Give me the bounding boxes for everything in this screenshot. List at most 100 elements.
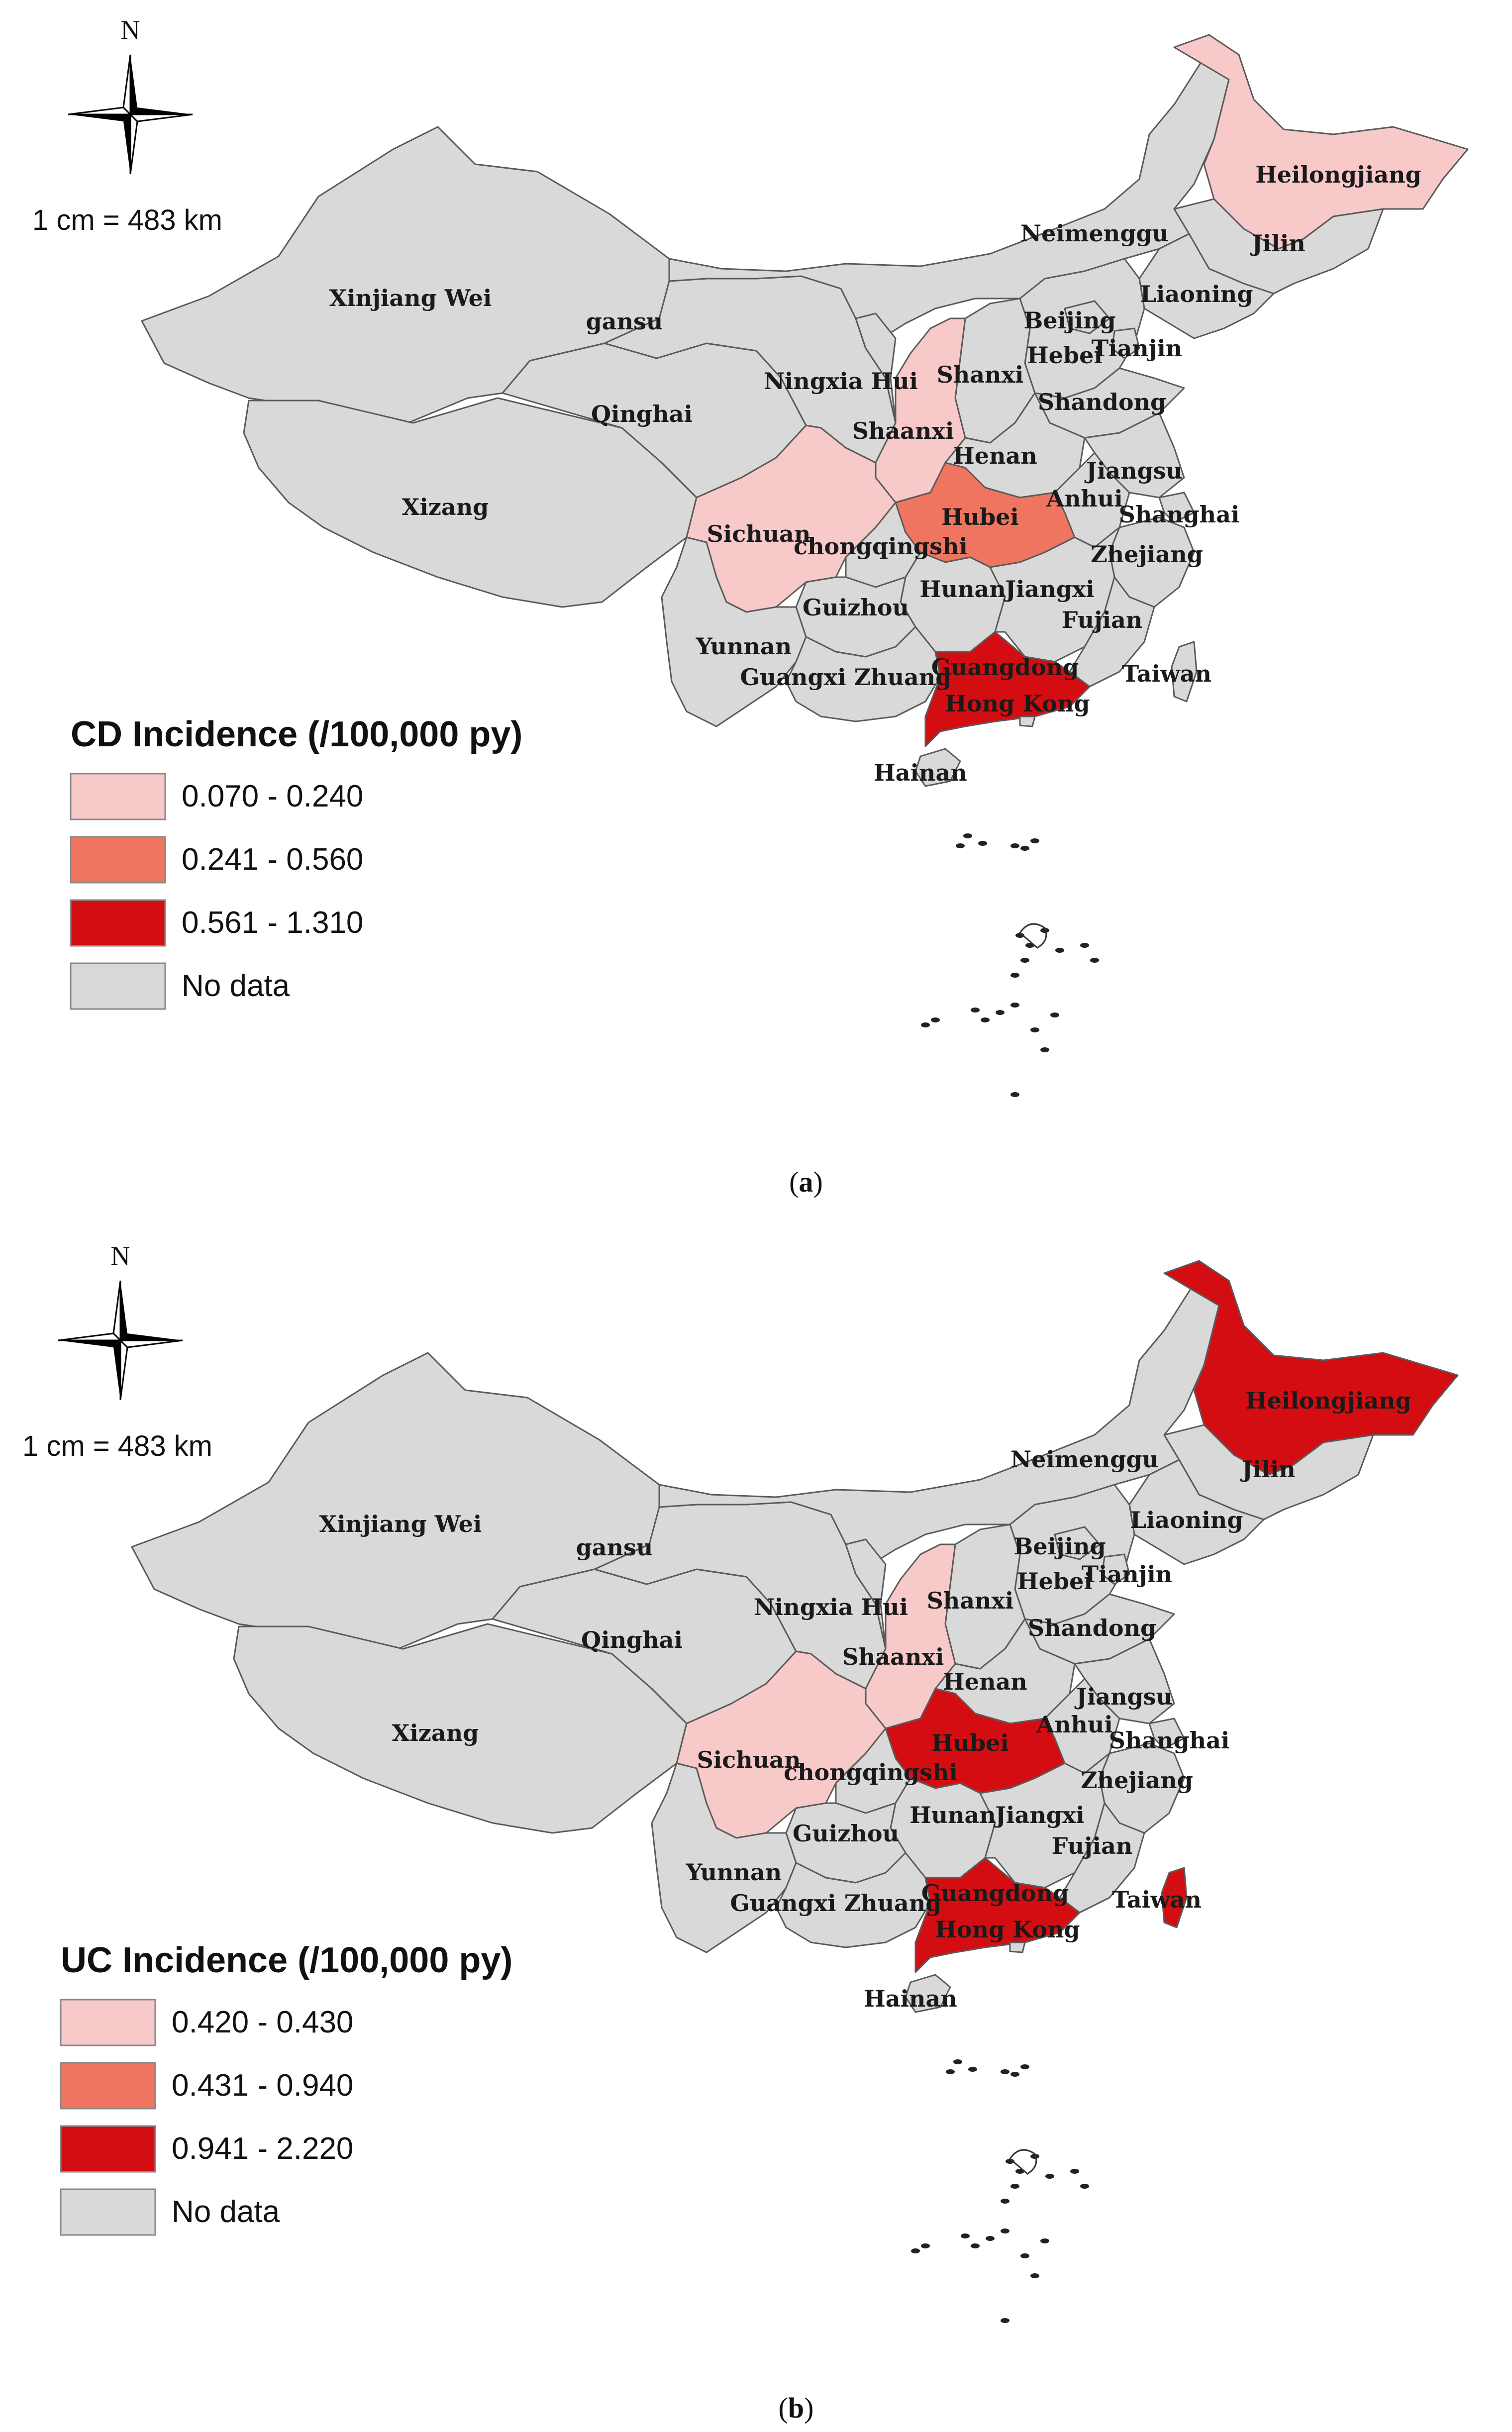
province-label-beijing: Beijing (1013, 1533, 1106, 1560)
province-hong-kong[interactable] (1009, 1941, 1026, 1953)
province-shanghai[interactable] (1148, 1718, 1185, 1749)
province-label-liaoning: Liaoning (1130, 1507, 1243, 1533)
province-label-anhui: Anhui (1036, 1711, 1113, 1738)
province-heilongjiang[interactable] (1163, 1260, 1459, 1476)
panel-caption: (b) (779, 2392, 814, 2424)
province-label-guangxi-zhuang: Guangxi Zhuang (740, 664, 952, 691)
island-mark (931, 1017, 940, 1022)
legend-swatch-class-2 (60, 2062, 156, 2110)
province-liaoning[interactable] (1138, 233, 1275, 339)
province-guangdong[interactable] (914, 1857, 1081, 1973)
province-label-heilongjiang: Heilongjiang (1245, 1387, 1411, 1414)
island-mark (961, 2233, 970, 2238)
province-label-jilin: Jilin (1250, 230, 1306, 257)
island-mark (1045, 2174, 1054, 2179)
island-mark (1040, 2238, 1049, 2243)
legend: UC Incidence (/100,000 py) 0.420 - 0.430 0… (60, 1940, 512, 2236)
north-label: N (121, 15, 140, 45)
province-label-yunnan: Yunnan (686, 1859, 782, 1886)
province-label-guizhou: Guizhou (803, 594, 909, 621)
province-label-jiangsu: Jiangsu (1084, 457, 1183, 484)
province-label-fujian: Fujian (1052, 1832, 1133, 1859)
island-mark (996, 1010, 1005, 1015)
province-ningxia-hui[interactable] (845, 1538, 887, 1650)
province-hainan[interactable] (905, 1974, 951, 2013)
province-label-qinghai: Qinghai (581, 1626, 683, 1653)
caption-letter: a (799, 1166, 813, 1198)
province-label-shandong: Shandong (1038, 389, 1166, 415)
province-yunnan[interactable] (661, 536, 807, 727)
island-mark (1050, 1013, 1059, 1017)
province-label-shanxi: Shanxi (927, 1587, 1014, 1614)
province-tianjin[interactable] (1101, 1553, 1130, 1585)
province-label-hubei: Hubei (941, 504, 1019, 530)
province-label-tianjin: Tianjin (1092, 335, 1183, 362)
island-mark (971, 1008, 980, 1013)
province-label-guangxi-zhuang: Guangxi Zhuang (730, 1890, 942, 1917)
island-mark (946, 2069, 955, 2074)
island-mark (1001, 2069, 1009, 2074)
legend-swatch-no-data (60, 2188, 156, 2236)
legend-swatch-class-1 (60, 1999, 156, 2046)
province-label-shanxi: Shanxi (937, 361, 1024, 388)
province-taiwan[interactable] (1161, 1867, 1188, 1928)
province-label-henan: Henan (953, 442, 1037, 469)
province-label-hong-kong: Hong Kong (945, 690, 1090, 717)
province-label-jiangsu: Jiangsu (1074, 1683, 1173, 1710)
north-arrow-icon (58, 1280, 183, 1401)
island-mark (1080, 943, 1089, 948)
province-label-guizhou: Guizhou (793, 1820, 899, 1847)
province-tianjin[interactable] (1111, 327, 1140, 359)
province-xizang[interactable] (233, 1623, 688, 1834)
province-label-hong-kong: Hong Kong (935, 1916, 1080, 1943)
province-beijing[interactable] (1054, 1526, 1101, 1560)
legend-title: CD Incidence (/100,000 py) (71, 714, 522, 754)
island-mark (921, 1022, 930, 1027)
caption-letter: b (788, 2392, 804, 2424)
province-guangdong[interactable] (924, 631, 1091, 747)
province-label-ningxia-hui: Ningxia Hui (764, 368, 918, 395)
island-mark (1001, 2318, 1009, 2323)
province-shanghai[interactable] (1158, 492, 1195, 523)
island-mark (1010, 1003, 1019, 1008)
legend-label: 0.070 - 0.240 (182, 779, 363, 813)
caption-paren-close: ) (813, 1166, 823, 1198)
province-label-chongqingshi: chongqingshi (784, 1759, 958, 1786)
province-xizang[interactable] (243, 397, 698, 608)
province-layer (131, 1260, 1459, 2013)
province-liaoning[interactable] (1128, 1459, 1265, 1565)
province-label-zhejiang: Zhejiang (1091, 541, 1203, 568)
island-mark (1001, 2229, 1009, 2233)
island-outline (1019, 923, 1047, 949)
province-fujian[interactable] (1059, 1802, 1145, 1914)
scale-text: 1 cm = 483 km (22, 1430, 212, 1462)
province-yunnan[interactable] (651, 1762, 797, 1953)
island-mark (963, 833, 972, 838)
legend-swatch-class-2 (70, 836, 166, 884)
province-label-gansu: gansu (576, 1534, 653, 1561)
island-mark (1030, 838, 1039, 843)
island-mark (953, 2059, 962, 2064)
legend-label: 0.941 - 2.220 (172, 2131, 353, 2166)
legend-swatch-class-1 (70, 773, 166, 820)
legend-label: 0.561 - 1.310 (182, 906, 363, 940)
province-label-hubei: Hubei (931, 1729, 1009, 1756)
island-mark (968, 2067, 977, 2072)
island-mark (1010, 1092, 1019, 1097)
province-label-sichuan: Sichuan (697, 1746, 801, 1773)
province-hainan[interactable] (914, 748, 961, 787)
island-mark (956, 843, 965, 848)
island-mark (1010, 2184, 1019, 2189)
province-label-shandong: Shandong (1028, 1615, 1156, 1641)
province-heilongjiang[interactable] (1173, 34, 1469, 250)
province-layer (141, 34, 1469, 787)
province-label-taiwan: Taiwan (1112, 1886, 1202, 1913)
province-fujian[interactable] (1069, 576, 1155, 688)
province-hong-kong[interactable] (1019, 715, 1036, 727)
island-mark (1090, 958, 1099, 963)
province-label-xizang: Xizang (392, 1720, 479, 1746)
province-beijing[interactable] (1064, 300, 1110, 334)
province-taiwan[interactable] (1171, 641, 1198, 703)
province-ningxia-hui[interactable] (855, 312, 897, 424)
